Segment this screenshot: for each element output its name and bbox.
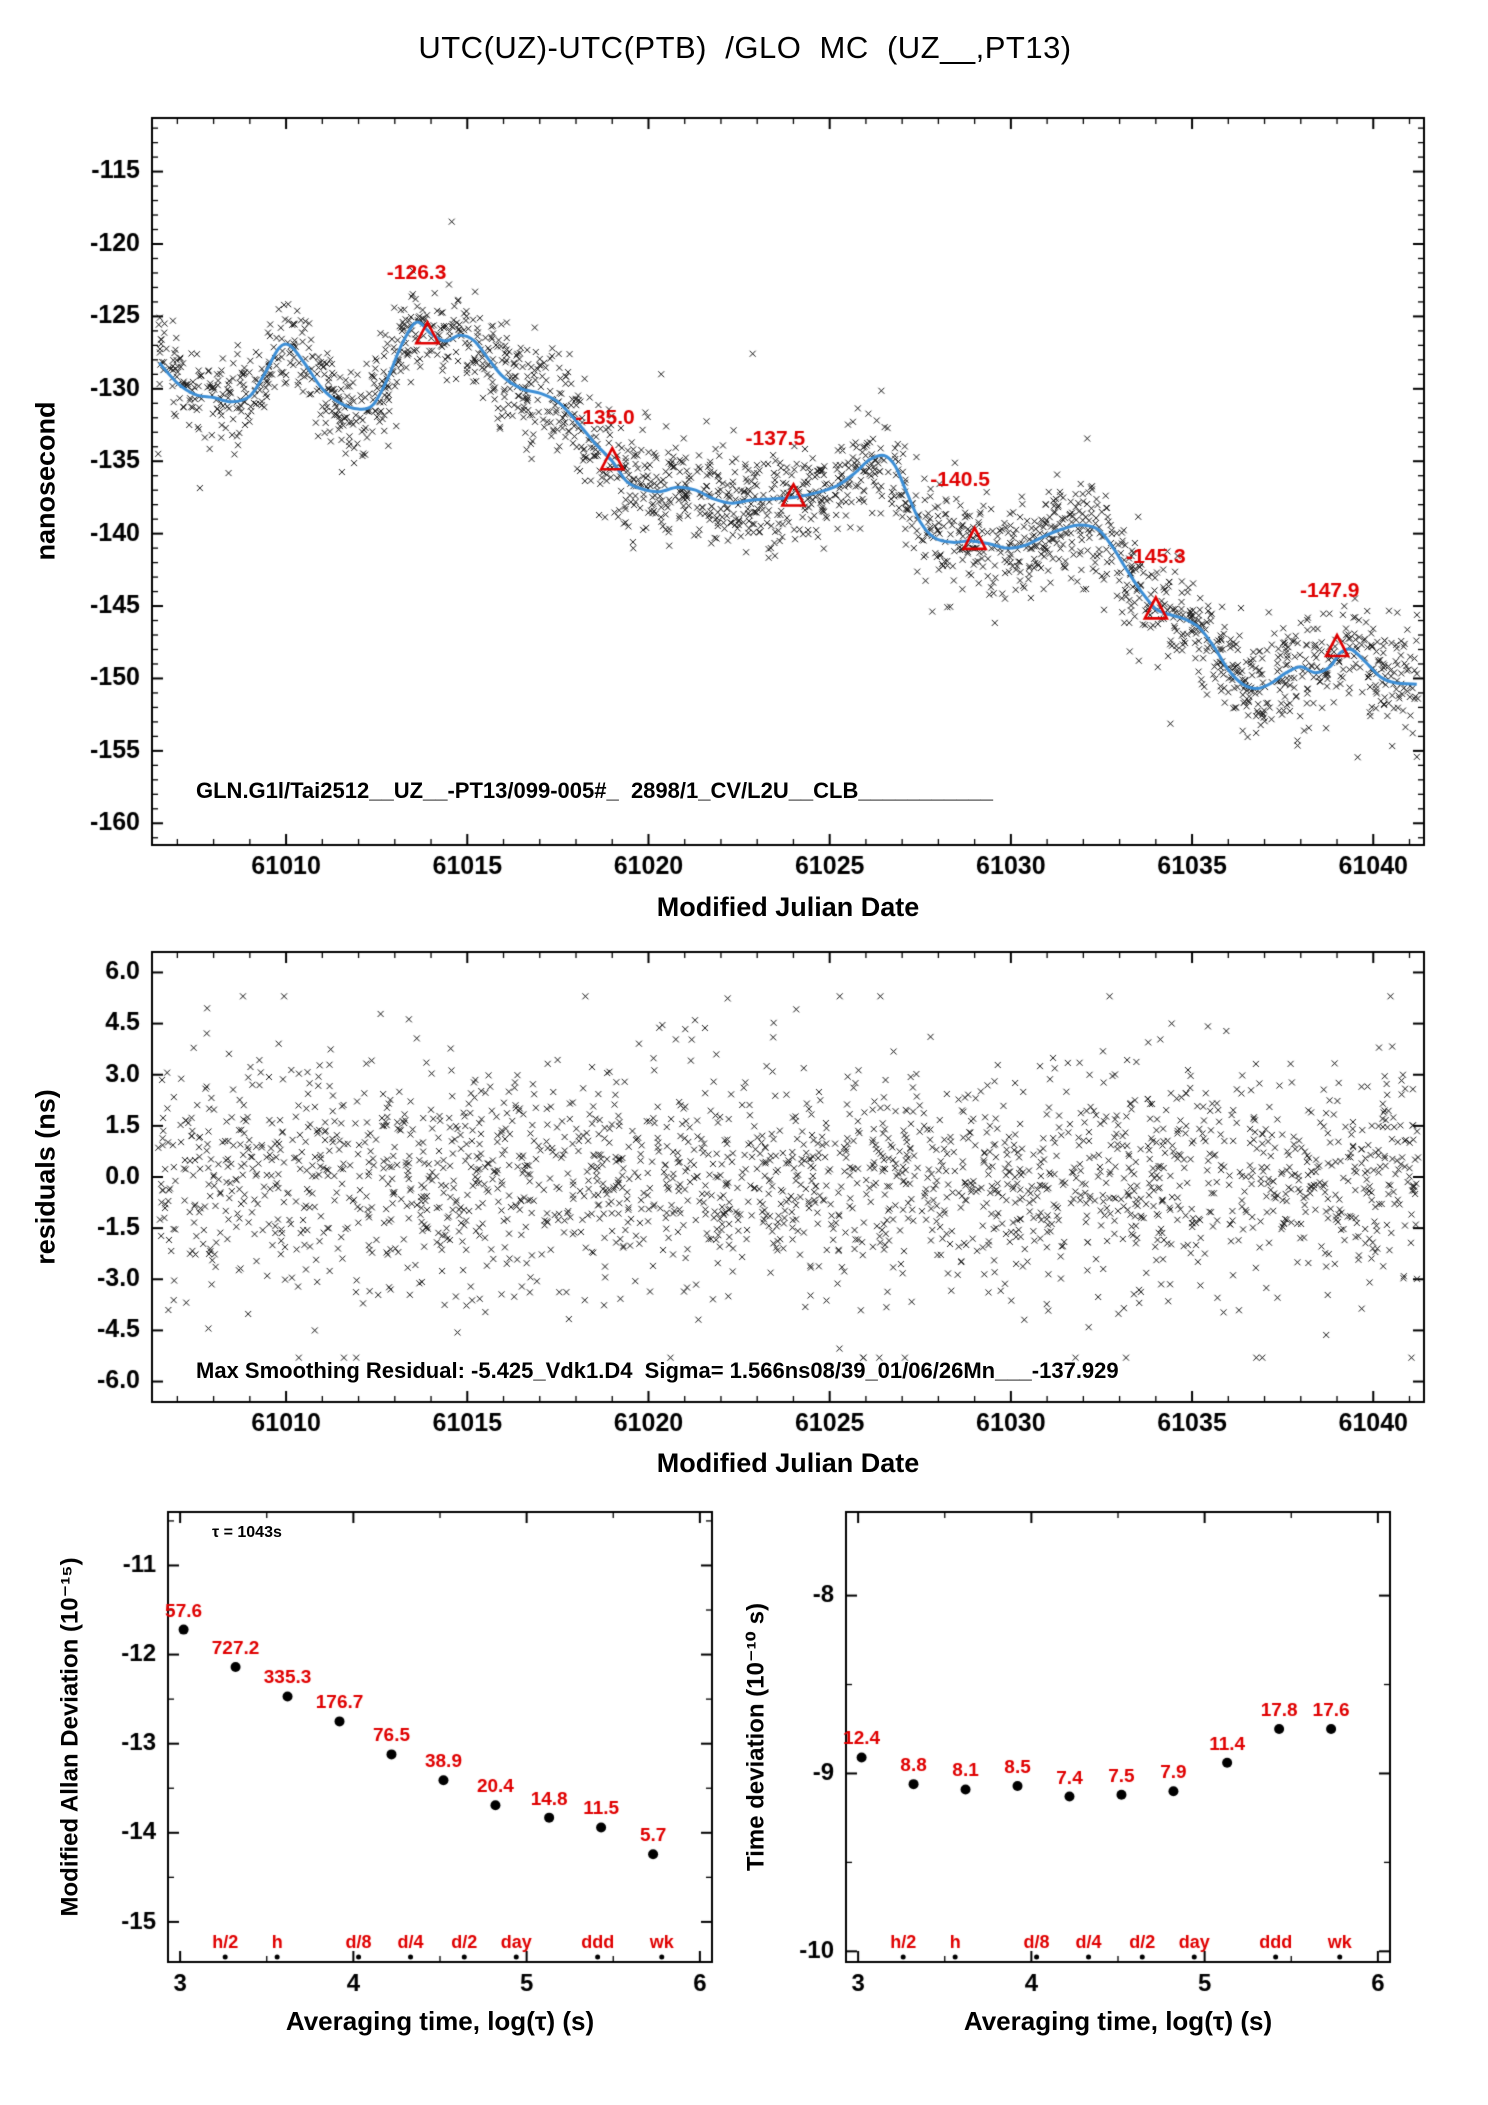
tdev-xaxis-title: Averaging time, log(τ) (s): [963, 2006, 1273, 2036]
residuals-xaxis-title: Modified Julian Date: [656, 1448, 920, 1478]
mdev-tau-annotation: τ = 1043s: [212, 1524, 282, 1541]
phase-yaxis-title: nanosecond: [30, 401, 61, 561]
residuals-yaxis-title: residuals (ns): [30, 1089, 61, 1265]
mdev-xaxis-title: Averaging time, log(τ) (s): [285, 2006, 595, 2036]
phase-link-info-text: GLN.G1l/Tai2512__UZ__-PT13/099-005#_ 289…: [196, 778, 993, 803]
mdev-yaxis-title: Modified Allan Deviation (10⁻¹⁵): [56, 1557, 84, 1917]
page-title: UTC(UZ)-UTC(PTB) /GLO MC (UZ__,PT13): [418, 30, 1072, 65]
phase-xaxis-title: Modified Julian Date: [656, 892, 920, 922]
residuals-stats-text: Max Smoothing Residual: -5.425_Vdk1.D4 S…: [196, 1358, 1119, 1383]
tdev-yaxis-title: Time deviation (10⁻¹⁰ s): [742, 1602, 770, 1872]
